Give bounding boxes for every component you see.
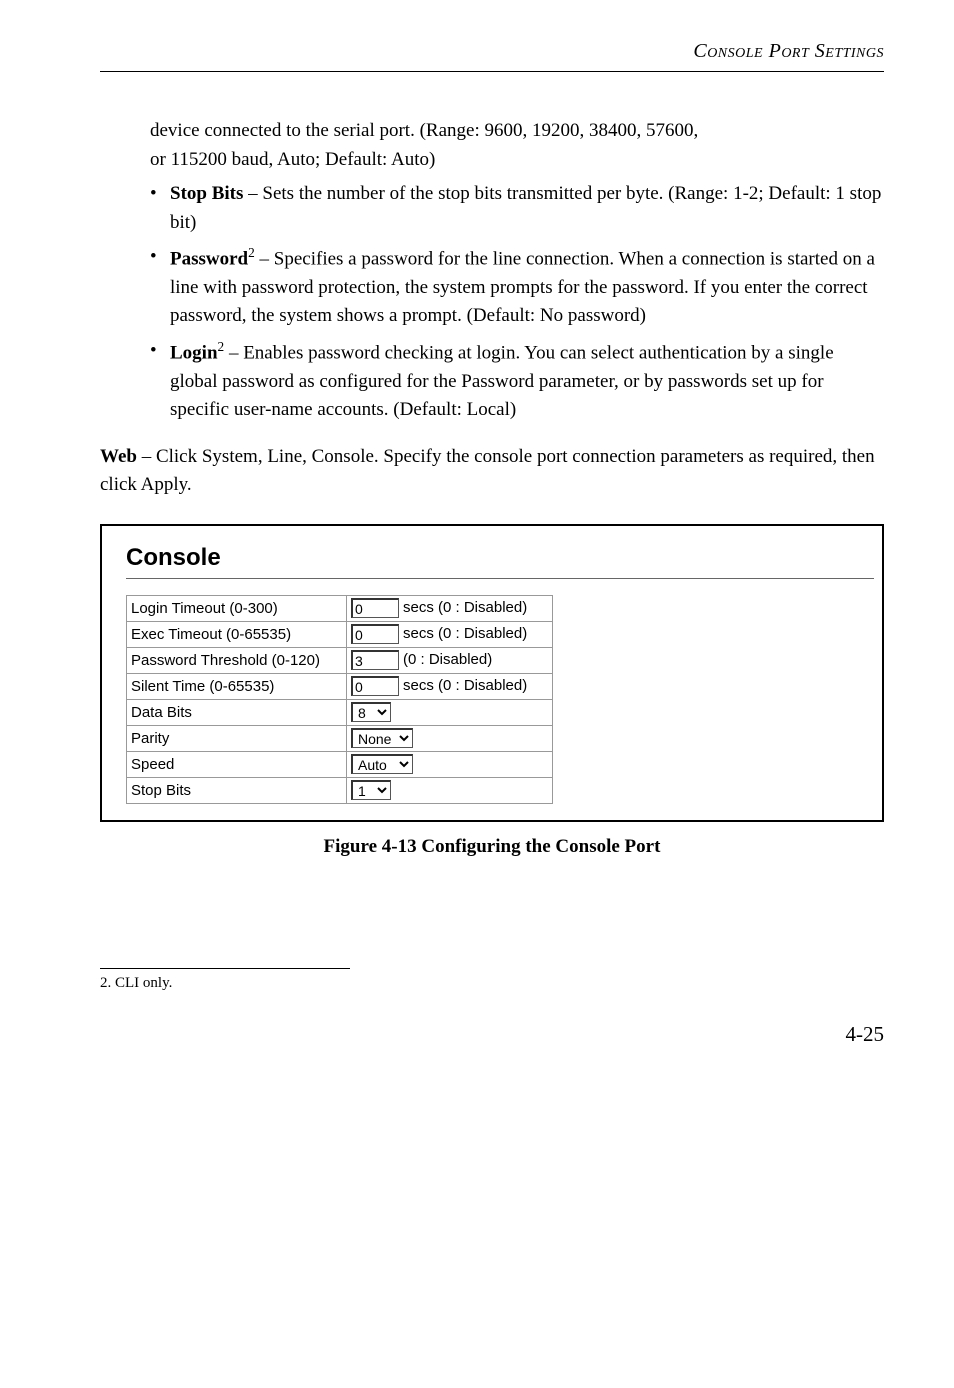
cell-input: secs (0 : Disabled) [347, 595, 553, 621]
pwd-threshold-input[interactable] [351, 650, 399, 670]
cell-label: Speed [127, 751, 347, 777]
row-pwd-threshold: Password Threshold (0-120) (0 : Disabled… [127, 647, 553, 673]
intro-para: device connected to the serial port. (Ra… [100, 117, 884, 174]
figure-caption: Figure 4-13 Configuring the Console Port [100, 836, 884, 858]
cell-label: Stop Bits [127, 777, 347, 803]
cell-input: 1 [347, 777, 553, 803]
console-title: Console [126, 544, 882, 572]
speed-select[interactable]: Auto [351, 754, 413, 774]
cell-label: Silent Time (0-65535) [127, 673, 347, 699]
bullet-label: Login [170, 342, 218, 363]
footnote: 2. CLI only. [100, 975, 884, 992]
header-rule [100, 71, 884, 72]
cell-input: secs (0 : Disabled) [347, 673, 553, 699]
suffix: (0 : Disabled) [403, 651, 492, 668]
bullet-login: Login2 – Enables password checking at lo… [150, 337, 884, 425]
cell-label: Login Timeout (0-300) [127, 595, 347, 621]
exec-timeout-input[interactable] [351, 624, 399, 644]
bullet-text: – Enables password checking at login. Yo… [170, 342, 834, 420]
suffix: secs (0 : Disabled) [403, 599, 527, 616]
cell-input: None [347, 725, 553, 751]
cell-label: Data Bits [127, 699, 347, 725]
suffix: secs (0 : Disabled) [403, 677, 527, 694]
stop-bits-select[interactable]: 1 [351, 780, 391, 800]
bullet-stop-bits: Stop Bits – Sets the number of the stop … [150, 180, 884, 237]
figure-rule [126, 578, 874, 579]
bullet-label: Stop Bits [170, 183, 243, 204]
row-data-bits: Data Bits 8 [127, 699, 553, 725]
cell-input: Auto [347, 751, 553, 777]
web-label: Web [100, 446, 137, 467]
data-bits-select[interactable]: 8 [351, 702, 391, 722]
login-timeout-input[interactable] [351, 598, 399, 618]
bullet-list: Stop Bits – Sets the number of the stop … [100, 180, 884, 425]
row-login-timeout: Login Timeout (0-300) secs (0 : Disabled… [127, 595, 553, 621]
page-number: 4-25 [100, 1022, 884, 1047]
cell-label: Password Threshold (0-120) [127, 647, 347, 673]
row-speed: Speed Auto [127, 751, 553, 777]
cell-input: 8 [347, 699, 553, 725]
cell-label: Parity [127, 725, 347, 751]
web-text: – Click System, Line, Console. Specify t… [100, 446, 875, 496]
running-header: Console Port Settings [100, 40, 884, 63]
superscript: 2 [248, 245, 255, 260]
page: Console Port Settings device connected t… [0, 0, 954, 1097]
row-silent-time: Silent Time (0-65535) secs (0 : Disabled… [127, 673, 553, 699]
cell-label: Exec Timeout (0-65535) [127, 621, 347, 647]
row-parity: Parity None [127, 725, 553, 751]
bullet-label: Password [170, 248, 248, 269]
row-stop-bits: Stop Bits 1 [127, 777, 553, 803]
suffix: secs (0 : Disabled) [403, 625, 527, 642]
intro-line1: device connected to the serial port. (Ra… [150, 120, 698, 141]
bullet-text: – Specifies a password for the line conn… [170, 248, 875, 326]
row-exec-timeout: Exec Timeout (0-65535) secs (0 : Disable… [127, 621, 553, 647]
bullet-text: – Sets the number of the stop bits trans… [170, 183, 881, 233]
cell-input: secs (0 : Disabled) [347, 621, 553, 647]
parity-select[interactable]: None [351, 728, 413, 748]
cell-input: (0 : Disabled) [347, 647, 553, 673]
intro-line2: or 115200 baud, Auto; Default: Auto) [150, 149, 435, 170]
console-figure: Console Login Timeout (0-300) secs (0 : … [100, 524, 884, 822]
silent-time-input[interactable] [351, 676, 399, 696]
footnote-rule [100, 968, 350, 969]
bullet-password: Password2 – Specifies a password for the… [150, 243, 884, 331]
web-para: Web – Click System, Line, Console. Speci… [100, 443, 884, 500]
console-table: Login Timeout (0-300) secs (0 : Disabled… [126, 595, 553, 804]
